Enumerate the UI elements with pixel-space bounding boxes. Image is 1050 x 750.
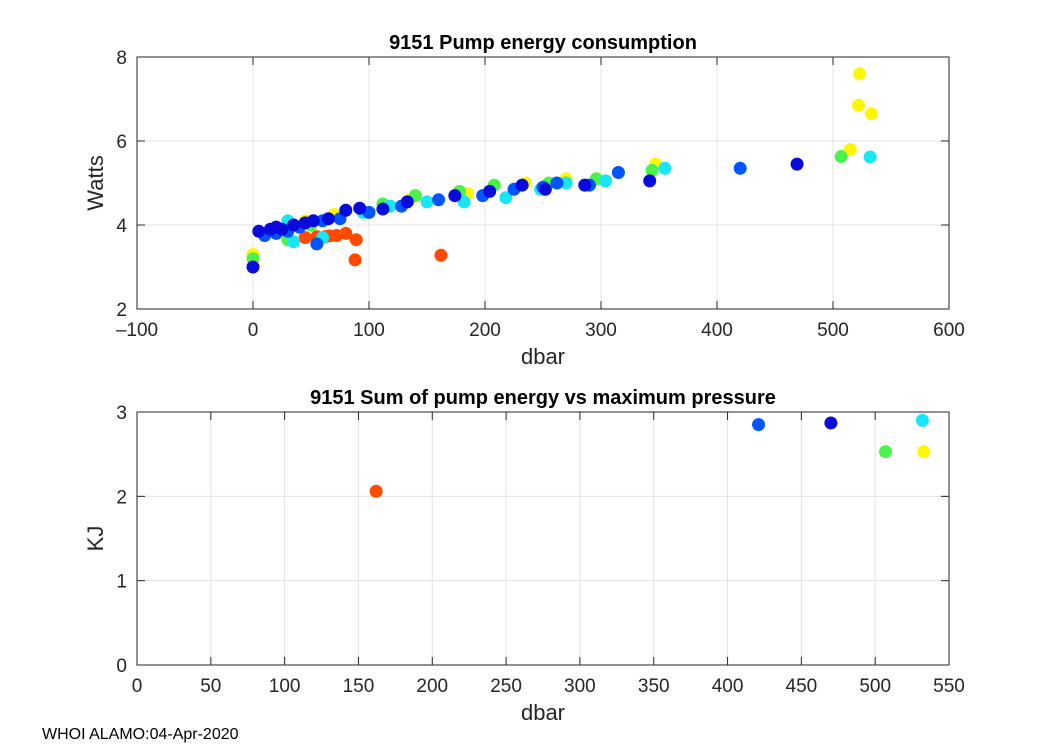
top-data-point-profile-darkblue <box>400 195 414 209</box>
top-data-point-profile-darkblue <box>321 212 335 226</box>
top-data-point-profile-cyan <box>457 195 471 209</box>
top-data-point-profile-darkblue <box>339 203 353 217</box>
top-x-tick-label: 0 <box>248 320 259 341</box>
bottom-x-tick-label: 400 <box>712 676 744 697</box>
top-data-point-profile-red <box>348 253 362 267</box>
top-data-point-profile-yellow <box>852 98 866 112</box>
bottom-y-axis-label: KJ <box>83 526 108 552</box>
top-data-point-profile-darkblue <box>538 182 552 196</box>
top-data-point-profile-darkblue <box>275 222 289 236</box>
bottom-y-tick-label: 2 <box>116 487 127 508</box>
bottom-x-tick-label: 450 <box>786 676 818 697</box>
bottom-x-tick-label: 300 <box>564 676 596 697</box>
top-data-point-profile-darkblue <box>306 214 320 228</box>
top-data-point-profile-cyan <box>499 191 513 205</box>
bottom-data-point-profile-darkblue <box>824 416 838 430</box>
bottom-x-tick-label: 0 <box>132 676 143 697</box>
bottom-x-tick-label: 200 <box>416 676 448 697</box>
top-data-point-profile-red <box>349 233 363 247</box>
top-data-point-profile-darkblue <box>448 189 462 203</box>
bottom-data-point-profile-green <box>879 445 893 459</box>
top-data-point-profile-darkblue <box>483 184 497 198</box>
top-data-point-profile-yellow <box>864 107 878 121</box>
top-y-tick-label: 4 <box>116 216 127 237</box>
bottom-chart-title: 9151 Sum of pump energy vs maximum press… <box>310 387 776 409</box>
top-data-point-profile-blue <box>550 176 564 190</box>
top-y-tick-label: 8 <box>116 48 127 69</box>
top-data-point-profile-darkblue <box>790 157 804 171</box>
top-y-tick-label: 6 <box>116 132 127 153</box>
bottom-x-tick-label: 100 <box>269 676 301 697</box>
bottom-x-tick-label: 550 <box>933 676 965 697</box>
top-x-tick-label: –100 <box>116 320 158 341</box>
top-data-point-profile-darkblue <box>643 174 657 188</box>
top-data-point-profile-darkblue <box>252 224 266 238</box>
top-x-axis-label: dbar <box>521 344 565 369</box>
bottom-y-tick-label: 0 <box>116 656 127 677</box>
top-data-point-profile-red <box>434 248 448 262</box>
bottom-chart-panel: 0 50 100 150 200 250 300 350 400 450 500 550 0 1 2 3 915… <box>83 387 965 725</box>
bottom-x-tick-label: 350 <box>638 676 670 697</box>
top-y-tick-label: 2 <box>116 300 127 321</box>
footer-credit: WHOI ALAMO:04-Apr-2020 <box>42 726 239 743</box>
bottom-y-tick-label: 3 <box>116 403 127 424</box>
bottom-plot-area <box>137 412 949 665</box>
bottom-x-tick-label: 150 <box>343 676 375 697</box>
top-data-point-profile-cyan <box>863 150 877 164</box>
bottom-x-axis-label: dbar <box>521 700 565 725</box>
top-data-point-profile-blue <box>733 161 747 175</box>
top-data-point-profile-darkblue <box>353 201 367 215</box>
top-data-point-profile-yellow <box>853 67 867 81</box>
top-axes-box <box>136 56 950 310</box>
top-data-point-profile-green <box>834 150 848 164</box>
top-data-point-profile-darkblue <box>376 202 390 216</box>
top-data-point-profile-darkblue <box>578 178 592 192</box>
bottom-data-point-profile-cyan <box>915 413 929 427</box>
top-data-point-profile-red <box>298 231 312 245</box>
top-chart-title: 9151 Pump energy consumption <box>389 32 697 54</box>
top-data-point-profile-cyan <box>287 235 301 249</box>
top-data-point-profile-blue <box>310 237 324 251</box>
bottom-x-tick-label: 50 <box>200 676 221 697</box>
top-x-tick-label: 300 <box>585 320 617 341</box>
top-data-point-profile-cyan <box>658 161 672 175</box>
bottom-axes-box <box>136 411 950 666</box>
top-data-point-profile-cyan <box>559 176 573 190</box>
bottom-data-point-profile-blue <box>752 418 766 432</box>
top-data-point-profile-darkblue <box>515 178 529 192</box>
top-data-point-profile-blue <box>432 193 446 207</box>
top-x-tick-label: 200 <box>469 320 501 341</box>
top-data-point-profile-blue <box>611 166 625 179</box>
top-x-tick-label: 100 <box>353 320 385 341</box>
top-data-point-profile-red <box>339 226 353 240</box>
top-y-axis-label: Watts <box>83 155 108 210</box>
bottom-data-point-profile-red <box>369 484 383 498</box>
top-data-point-profile-yellow <box>843 142 857 156</box>
bottom-x-tick-label: 250 <box>490 676 522 697</box>
top-x-tick-label: 500 <box>817 320 849 341</box>
top-x-tick-label: 400 <box>701 320 733 341</box>
bottom-x-tick-label: 500 <box>859 676 891 697</box>
top-data-point-profile-green <box>645 163 659 177</box>
bottom-y-tick-label: 1 <box>116 572 127 593</box>
top-data-point-profile-cyan <box>420 195 434 209</box>
top-data-point-profile-cyan <box>599 174 613 188</box>
bottom-data-point-profile-yellow <box>917 445 931 459</box>
top-data-point-profile-darkblue <box>287 218 301 232</box>
top-x-tick-label: 600 <box>933 320 965 341</box>
top-chart-panel: –100 0 100 200 300 400 500 600 2 4 6 8 9151 Pump ene… <box>83 32 965 369</box>
top-data-point-profile-darkblue <box>246 260 260 274</box>
